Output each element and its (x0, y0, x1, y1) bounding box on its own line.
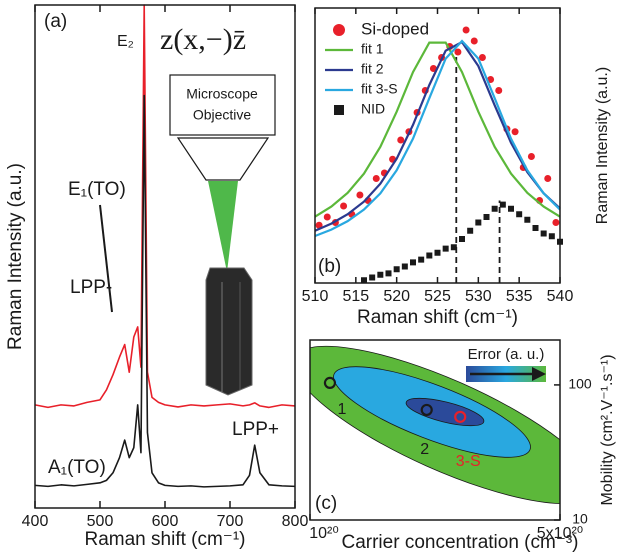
annotation: LPP- (70, 277, 112, 298)
pointer-line (99, 204, 113, 313)
annotation: LPP+ (232, 419, 279, 440)
annotation: A₁(TO) (48, 457, 106, 478)
x-tick-label: 10²⁰ (309, 525, 339, 542)
data-point (527, 153, 535, 160)
x-tick-label: 525 (424, 288, 451, 305)
data-point (426, 252, 433, 259)
data-point (361, 277, 367, 284)
objective-lens (176, 137, 270, 181)
x-tick-label: 800 (282, 513, 309, 530)
data-point (548, 233, 555, 240)
annotation: (c) (315, 493, 337, 514)
data-point (369, 274, 376, 281)
error-arrow-head (532, 367, 546, 381)
data-point (467, 227, 474, 234)
point-label: 1 (337, 401, 346, 418)
data-point (418, 256, 425, 263)
laser-beam (208, 181, 238, 272)
data-point (491, 205, 498, 212)
annotation: (b) (318, 256, 341, 277)
data-point (508, 205, 514, 212)
objective-box (169, 74, 276, 136)
legend-label: Si-doped (361, 19, 429, 38)
fit-result (420, 403, 433, 417)
data-point (475, 219, 482, 226)
data-point (499, 201, 506, 208)
plot-frame (309, 339, 561, 521)
y-axis-label: Raman Intensity (a.u.) (594, 67, 611, 224)
data-point (459, 236, 465, 242)
x-tick-label: 500 (87, 513, 114, 530)
x-tick-label: 520 (383, 288, 410, 305)
data-point (397, 136, 405, 144)
annotation: E₁(TO) (68, 179, 126, 200)
x-tick-label: 600 (152, 513, 179, 530)
x-tick-label: 5x10²⁰ (537, 525, 583, 542)
data-point (372, 175, 380, 182)
legend-label: NID (361, 101, 385, 117)
x-axis-label: Raman shift (cm⁻¹) (85, 529, 246, 550)
fit-result (454, 410, 467, 423)
legend-swatch (333, 24, 345, 36)
data-point (323, 213, 331, 221)
spectrum-line (34, 94, 296, 488)
data-point (434, 249, 441, 256)
fit-line (314, 39, 561, 237)
data-point (450, 244, 457, 251)
legend-label: fit 1 (361, 41, 384, 57)
fit-line (314, 41, 561, 218)
x-tick-label: 700 (217, 513, 244, 530)
annotation: z(x,−)z̄ (160, 23, 246, 56)
x-tick-label: 400 (22, 513, 49, 530)
spectrum-line (34, 4, 296, 409)
x-tick-label: 540 (547, 288, 574, 305)
data-point (356, 191, 364, 199)
legend-label: fit 3-S (361, 81, 398, 97)
data-point (340, 202, 348, 210)
data-point (470, 37, 478, 45)
y-axis-label: Raman Intensity (a.u.) (5, 163, 26, 350)
data-point (462, 26, 470, 34)
inset-label: Objective (193, 107, 252, 123)
annotation: (a) (44, 11, 67, 32)
data-point (532, 225, 539, 231)
data-point (478, 54, 486, 61)
x-axis-label: Carrier concentration (cm⁻³) (341, 532, 578, 553)
data-point (393, 266, 400, 273)
data-point (483, 214, 490, 220)
data-point (385, 270, 392, 277)
legend-swatch (334, 105, 344, 115)
inset-label: Microscope (186, 86, 258, 102)
data-point (544, 175, 552, 182)
y-tick-label: 100 (568, 376, 592, 392)
microscope-inset (169, 74, 276, 396)
fit-line (314, 40, 561, 232)
data-point (442, 245, 449, 252)
data-point (495, 87, 503, 94)
data-point (377, 271, 384, 278)
x-tick-label: 515 (342, 288, 369, 305)
y-axis-label: Mobility (cm².V⁻¹.s⁻¹) (599, 354, 616, 505)
x-tick-label: 510 (302, 288, 329, 305)
legend-label: fit 2 (361, 61, 384, 77)
data-point (454, 48, 462, 56)
data-point (401, 263, 408, 270)
data-point (516, 211, 523, 218)
fit-result (323, 376, 337, 389)
data-point (524, 216, 531, 223)
x-axis-label: Raman shift (cm⁻¹) (357, 307, 518, 328)
point-label: 2 (420, 441, 429, 458)
annotation: E₂ (117, 33, 134, 50)
data-point (540, 230, 547, 237)
x-tick-label: 535 (506, 288, 533, 305)
data-point (511, 128, 519, 136)
y-tick-label: 10 (572, 511, 588, 527)
point-label: 3-S (456, 453, 481, 470)
nanowire (205, 267, 253, 396)
x-tick-label: 530 (465, 288, 492, 305)
data-point (552, 219, 560, 226)
annotation: Error (a. u.) (468, 346, 545, 363)
data-point (410, 259, 416, 266)
